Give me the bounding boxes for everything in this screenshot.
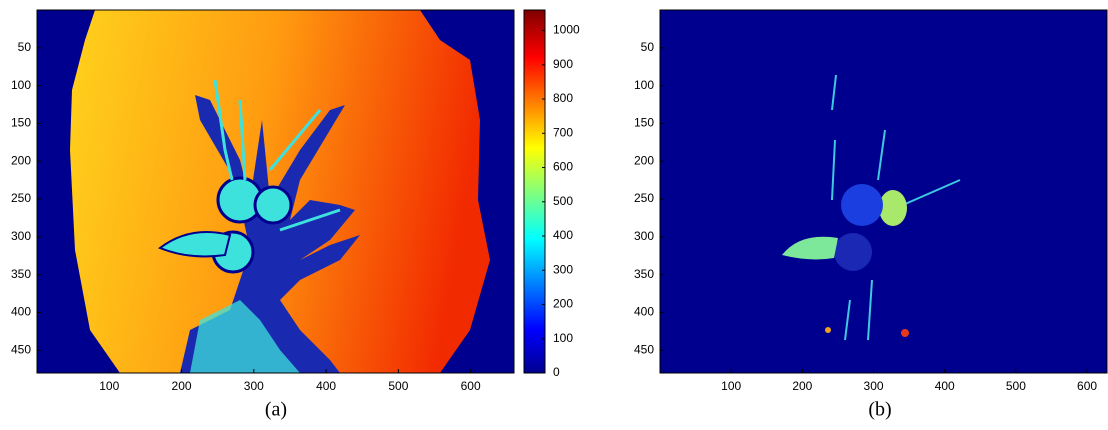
- axes-frame-a: [36, 9, 515, 374]
- y-tick-label: 350: [11, 267, 31, 281]
- x-tick-label: 300: [244, 379, 264, 393]
- colorbar-tick-label: 0: [553, 365, 560, 379]
- colorbar-tick-label: 800: [553, 91, 573, 105]
- axes-frame-b: [659, 9, 1108, 374]
- x-tick-label: 600: [461, 379, 481, 393]
- y-tick-label: 50: [18, 40, 32, 54]
- colorbar-tick-label: 1000: [553, 23, 580, 37]
- y-tick-label: 300: [11, 229, 31, 243]
- x-tick-label: 500: [388, 379, 408, 393]
- x-tick-label: 400: [316, 379, 336, 393]
- x-tick-label: 300: [864, 379, 884, 393]
- y-tick-label: 400: [634, 305, 654, 319]
- x-tick-label: 100: [721, 379, 741, 393]
- caption: (a): [265, 399, 287, 421]
- colorbar: [523, 9, 546, 374]
- colorbar-tick-label: 100: [553, 331, 573, 345]
- x-tick-label: 500: [1006, 379, 1026, 393]
- x-tick-label: 600: [1077, 379, 1097, 393]
- depth-image-b: [660, 10, 1107, 373]
- depth-image-a: [37, 10, 514, 373]
- y-tick-label: 150: [11, 116, 31, 130]
- y-tick-label: 450: [11, 342, 31, 356]
- caption: (b): [868, 399, 891, 421]
- x-tick-label: 400: [935, 379, 955, 393]
- colorbar-tick-label: 200: [553, 297, 573, 311]
- y-tick-label: 200: [634, 153, 654, 167]
- colorbar-tick-label: 400: [553, 228, 573, 242]
- y-tick-label: 200: [11, 153, 31, 167]
- y-tick-label: 300: [634, 229, 654, 243]
- y-tick-label: 100: [11, 78, 31, 92]
- y-tick-label: 50: [641, 40, 655, 54]
- x-tick-label: 200: [172, 379, 192, 393]
- y-tick-label: 450: [634, 342, 654, 356]
- colorbar-tick-label: 700: [553, 125, 573, 139]
- y-tick-label: 350: [634, 267, 654, 281]
- colorbar-tick-label: 600: [553, 160, 573, 174]
- colorbar-tick-label: 900: [553, 57, 573, 71]
- y-tick-label: 150: [634, 116, 654, 130]
- y-tick-label: 250: [11, 191, 31, 205]
- colorbar-tick-label: 300: [553, 262, 573, 276]
- y-tick-label: 100: [634, 78, 654, 92]
- y-tick-label: 400: [11, 305, 31, 319]
- y-tick-label: 250: [634, 191, 654, 205]
- x-tick-label: 200: [792, 379, 812, 393]
- x-tick-label: 100: [99, 379, 119, 393]
- colorbar-tick-label: 500: [553, 194, 573, 208]
